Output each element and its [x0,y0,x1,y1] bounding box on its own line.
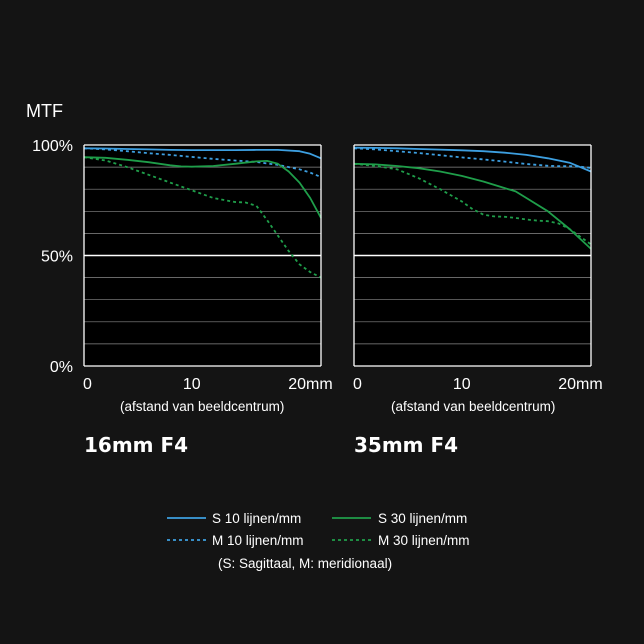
x-axis-label: (afstand van beeldcentrum) [391,399,555,414]
panel-35mm: 0 10 20mm (afstand van beeldcentrum) 35mm … [353,144,603,457]
series-line-s30 [83,156,322,219]
panel-title: 35mm F4 [354,433,458,457]
y-tick-label: 100% [32,138,73,155]
y-tick-labels: 0% 50% 100% [32,138,73,376]
legend-note: (S: Sagittaal, M: meridionaal) [218,556,392,571]
panel-title: 16mm F4 [84,433,188,457]
x-tick-label: 20mm [558,376,602,393]
series-line-m30 [83,156,322,279]
x-tick-label: 10 [453,376,471,393]
legend-label-m30: M 30 lijnen/mm [378,533,470,548]
panel-16mm: 0% 50% 100% 0 10 20mm (afstand van beeldcent… [32,138,333,457]
grid-lines [354,166,591,345]
y-axis-label: MTF [26,101,63,121]
legend: S 10 lijnen/mm S 30 lijnen/mm M 10 lijne… [167,511,470,571]
series-line-m10 [353,147,592,169]
plot-frame [353,144,592,367]
series-line-s30 [353,162,592,250]
y-tick-label: 50% [41,249,73,266]
x-tick-labels: 0 10 20mm [83,376,333,393]
series-line-m30 [353,162,592,246]
grid-lines [84,166,321,345]
series-lines [353,146,592,250]
x-tick-label: 0 [353,376,362,393]
legend-label-s10: S 10 lijnen/mm [212,511,301,526]
legend-label-s30: S 30 lijnen/mm [378,511,467,526]
plot-frame [83,144,322,367]
legend-label-m10: M 10 lijnen/mm [212,533,304,548]
y-tick-label: 0% [50,359,73,376]
series-line-s10 [83,147,322,160]
x-tick-labels: 0 10 20mm [353,376,603,393]
x-axis-label: (afstand van beeldcentrum) [120,399,284,414]
x-tick-label: 10 [183,376,201,393]
series-line-m10 [83,147,322,178]
series-line-s10 [353,146,592,173]
series-lines [83,147,322,279]
x-tick-label: 20mm [288,376,332,393]
x-tick-label: 0 [83,376,92,393]
